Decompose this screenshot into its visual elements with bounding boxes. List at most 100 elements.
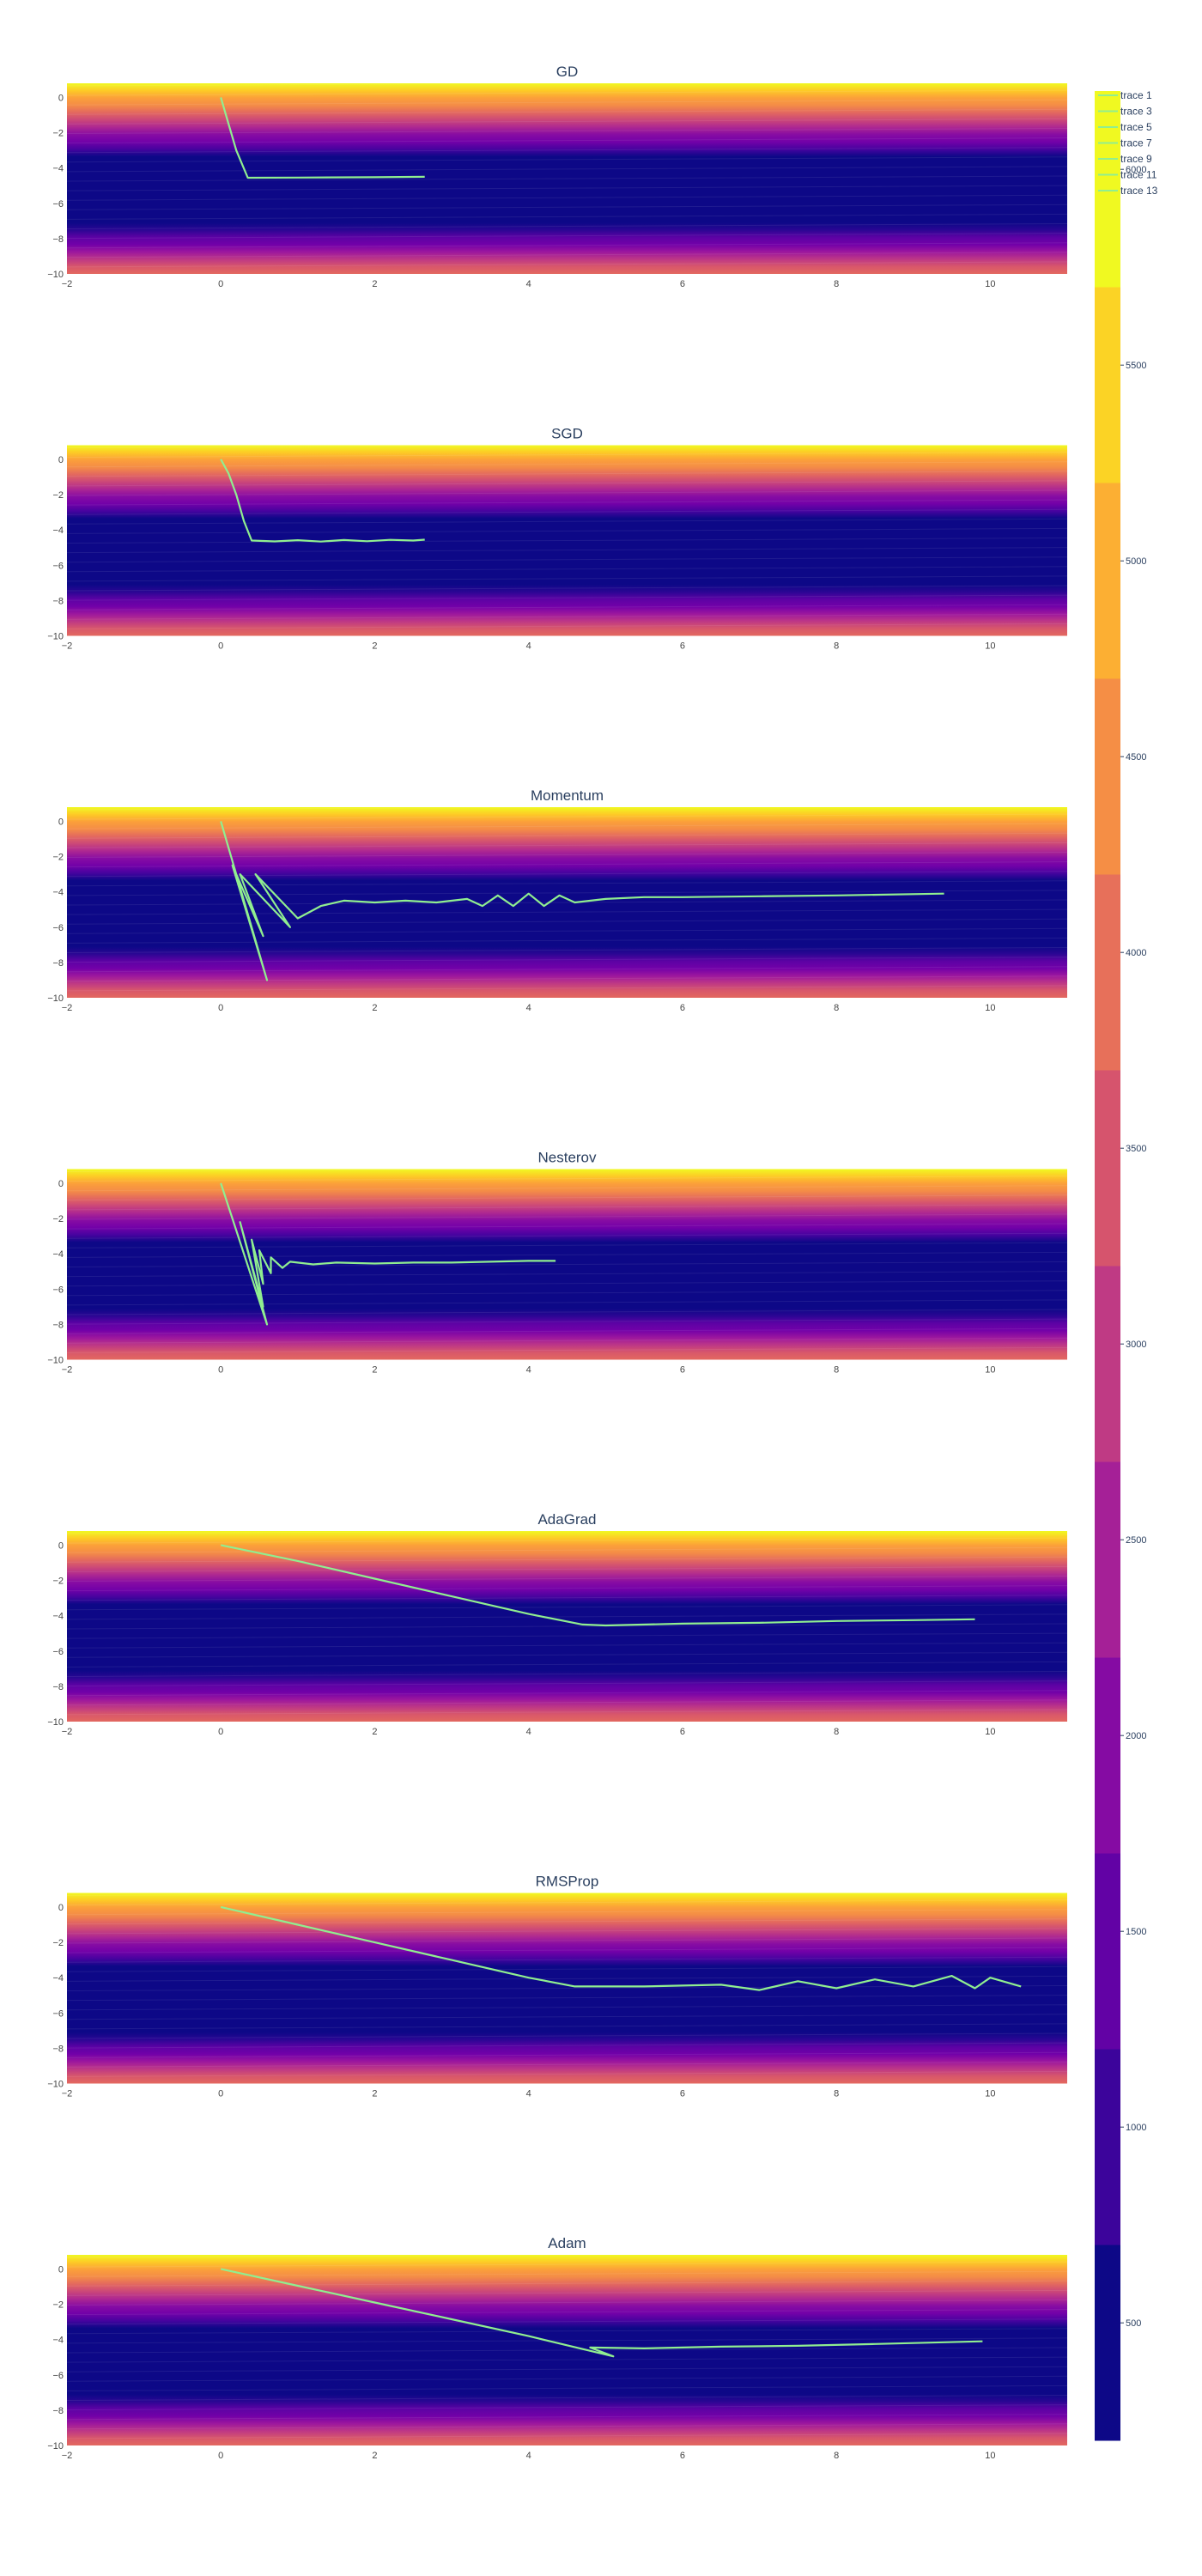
colorbar-segment xyxy=(1095,287,1120,483)
y-tick-label: 0 xyxy=(58,817,64,827)
x-tick-label: 0 xyxy=(218,1365,223,1376)
subplot-sgd: SGD −2 0 2 4 6 8 10 0 −2 −4 −6 −8 −10 xyxy=(47,426,1067,652)
y-tick-label: −10 xyxy=(47,2080,64,2090)
y-tick-label: −8 xyxy=(52,2044,64,2054)
y-tick-label: 0 xyxy=(58,2264,64,2275)
x-tick-label: −2 xyxy=(62,1365,73,1376)
x-tick-label: 8 xyxy=(834,2089,839,2099)
colorbar-tick-label: 4000 xyxy=(1126,948,1146,958)
y-tick-label: −6 xyxy=(52,1285,64,1295)
x-tick-label: 0 xyxy=(218,2451,223,2461)
y-tick-label: −10 xyxy=(47,2441,64,2451)
legend-label: trace 9 xyxy=(1120,153,1152,165)
x-tick-label: 10 xyxy=(985,279,995,289)
legend-label: trace 13 xyxy=(1120,185,1158,197)
x-tick-label: 6 xyxy=(680,641,685,652)
x-tick-label: 6 xyxy=(680,1727,685,1737)
y-tick-label: −6 xyxy=(52,2008,64,2019)
x-tick-label: 4 xyxy=(526,2089,531,2099)
x-tick-label: −2 xyxy=(62,2089,73,2099)
legend-label: trace 7 xyxy=(1120,137,1152,149)
y-tick-label: 0 xyxy=(58,93,64,103)
legend-label: trace 11 xyxy=(1120,169,1157,181)
x-tick-label: 2 xyxy=(372,2089,377,2099)
x-tick-label: 6 xyxy=(680,2451,685,2461)
colorbar-tick-label: 3500 xyxy=(1126,1144,1146,1154)
x-tick-label: 10 xyxy=(985,1365,995,1376)
colorbar-tick-label: 4500 xyxy=(1126,752,1146,762)
x-tick-label: 0 xyxy=(218,1727,223,1737)
x-tick-label: 4 xyxy=(526,1727,531,1737)
colorbar-tick-label: 2000 xyxy=(1126,1731,1146,1741)
x-tick-label: 8 xyxy=(834,2451,839,2461)
y-tick-label: −4 xyxy=(52,1973,64,1984)
colorbar-segment xyxy=(1095,874,1120,1071)
x-tick-label: 8 xyxy=(834,1727,839,1737)
legend-label: trace 3 xyxy=(1120,106,1152,118)
y-tick-label: −2 xyxy=(52,129,64,139)
colorbar-segment xyxy=(1095,1853,1120,2050)
x-tick-label: 2 xyxy=(372,1365,377,1376)
y-tick-label: −8 xyxy=(52,234,64,245)
y-tick-label: −10 xyxy=(47,632,64,642)
subplot-title: SGD xyxy=(551,426,583,442)
y-tick-label: −2 xyxy=(52,1214,64,1224)
x-tick-label: 8 xyxy=(834,1365,839,1376)
y-tick-label: −10 xyxy=(47,993,64,1004)
x-tick-label: 4 xyxy=(526,641,531,652)
y-tick-label: −4 xyxy=(52,2336,64,2346)
subplot-rmsprop: RMSProp −2 0 2 4 6 8 10 0 −2 −4 −6 −8 −10 xyxy=(47,1874,1067,2099)
y-tick-label: −4 xyxy=(52,888,64,898)
x-tick-label: 10 xyxy=(985,641,995,652)
x-tick-label: 2 xyxy=(372,2451,377,2461)
y-tick-label: −8 xyxy=(52,2406,64,2416)
legend-label: trace 1 xyxy=(1120,89,1152,101)
y-tick-label: 0 xyxy=(58,455,64,465)
x-tick-label: 10 xyxy=(985,1727,995,1737)
x-tick-label: 8 xyxy=(834,1003,839,1013)
subplot-title: RMSProp xyxy=(536,1874,599,1890)
x-tick-label: −2 xyxy=(62,641,73,652)
colorbar-segment xyxy=(1095,1070,1120,1267)
colorbar-tick-label: 2500 xyxy=(1126,1535,1146,1546)
y-tick-label: −10 xyxy=(47,1356,64,1366)
subplot-nesterov: Nesterov−2 0 2 4 6 8 100−2−4−6−8−10 xyxy=(47,1150,1067,1376)
colorbar-tick-label: 5000 xyxy=(1126,556,1146,567)
y-tick-label: −10 xyxy=(47,270,64,280)
x-tick-label: 10 xyxy=(985,2089,995,2099)
y-tick-label: −6 xyxy=(52,1647,64,1657)
colorbar-segment xyxy=(1095,1266,1120,1462)
y-tick-label: −6 xyxy=(52,561,64,571)
x-tick-label: 8 xyxy=(834,641,839,652)
x-tick-label: −2 xyxy=(62,1727,73,1737)
y-tick-label: −4 xyxy=(52,526,64,536)
x-tick-label: 6 xyxy=(680,1365,685,1376)
x-tick-label: 4 xyxy=(526,1003,531,1013)
y-tick-label: −8 xyxy=(52,1320,64,1330)
x-tick-label: 0 xyxy=(218,641,223,652)
x-tick-label: −2 xyxy=(62,2451,73,2461)
x-tick-label: 4 xyxy=(526,1365,531,1376)
x-tick-label: 4 xyxy=(526,2451,531,2461)
colorbar-segment xyxy=(1095,2245,1120,2441)
colorbar-tick-label: 1000 xyxy=(1126,2123,1146,2133)
x-tick-label: 2 xyxy=(372,279,377,289)
x-tick-label: 8 xyxy=(834,279,839,289)
x-tick-label: 0 xyxy=(218,279,223,289)
subplot-adagrad: AdaGrad−2 0 2 4 6 8 100−2−4−6−8−10 xyxy=(47,1511,1067,1737)
subplot-title: GD xyxy=(556,64,579,80)
y-tick-label: −2 xyxy=(52,2300,64,2311)
colorbar-tick-label: 1500 xyxy=(1126,1927,1146,1937)
y-tick-label: −4 xyxy=(52,1612,64,1622)
y-tick-label: 0 xyxy=(58,1179,64,1189)
x-tick-label: 2 xyxy=(372,641,377,652)
colorbar-segment xyxy=(1095,2049,1120,2245)
subplot-adam: Adam−2 0 2 4 6 8 100−2−4−6−8−10 xyxy=(47,2235,1067,2461)
x-tick-label: −2 xyxy=(62,279,73,289)
y-tick-label: −2 xyxy=(52,1577,64,1587)
x-tick-label: 10 xyxy=(985,1003,995,1013)
y-tick-label: −8 xyxy=(52,958,64,969)
x-tick-label: 6 xyxy=(680,279,685,289)
y-tick-label: −10 xyxy=(47,1717,64,1728)
y-tick-label: −4 xyxy=(52,1249,64,1260)
